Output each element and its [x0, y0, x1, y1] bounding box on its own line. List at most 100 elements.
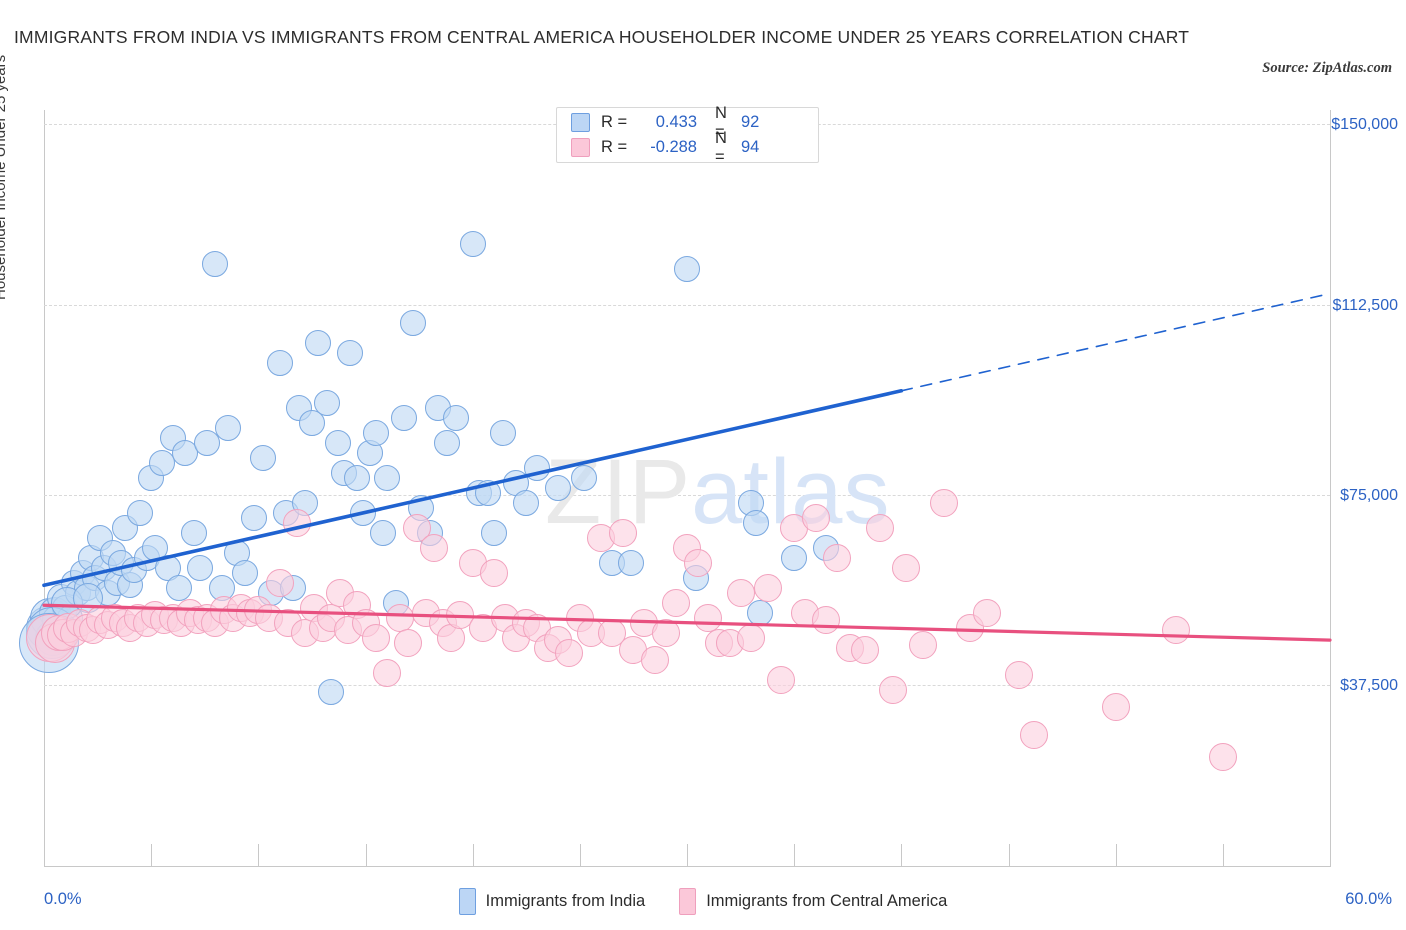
page-title: IMMIGRANTS FROM INDIA VS IMMIGRANTS FROM…	[14, 27, 1190, 47]
stats-swatch-india	[571, 113, 590, 132]
data-point	[394, 628, 423, 657]
data-point	[433, 430, 460, 457]
x-axis-min-label: 0.0%	[44, 890, 82, 908]
data-point	[651, 618, 680, 647]
stats-n-value-central-america: 94	[741, 138, 760, 156]
x-tick-15	[366, 844, 367, 866]
y-tick-label-3: $37,500	[1340, 677, 1398, 694]
chart-legend: Immigrants from India Immigrants from Ce…	[0, 884, 1406, 918]
data-point	[373, 465, 400, 492]
gridline-75000	[44, 495, 1330, 496]
x-axis-max-label: 60.0%	[1345, 890, 1392, 908]
data-point	[187, 554, 214, 581]
data-point	[489, 420, 516, 447]
x-tick-30	[687, 844, 688, 866]
plot-area: ZIPatlas	[19, 110, 1330, 865]
data-point	[266, 350, 293, 377]
data-point	[674, 255, 700, 282]
legend-swatch-india	[458, 887, 476, 915]
data-point	[737, 623, 766, 652]
data-point	[181, 519, 208, 546]
data-point	[973, 598, 1002, 627]
data-point	[662, 588, 691, 617]
legend-item-central-america[interactable]: Immigrants from Central America	[679, 887, 948, 915]
stats-r-label-india: R =	[601, 113, 628, 131]
data-point	[801, 503, 830, 532]
stats-n-label-india: N =	[715, 103, 727, 141]
source-attribution: Source: ZipAtlas.com	[1262, 60, 1392, 76]
data-point	[350, 499, 377, 526]
data-point	[442, 405, 469, 432]
x-tick-40	[901, 844, 902, 866]
data-point	[265, 568, 294, 597]
x-tick-10	[258, 844, 259, 866]
data-point	[513, 489, 540, 516]
data-point	[480, 558, 509, 587]
data-point	[908, 631, 937, 660]
x-tick-25	[580, 844, 581, 866]
data-point	[726, 578, 755, 607]
data-point	[372, 658, 401, 687]
data-point	[362, 623, 391, 652]
data-point	[369, 519, 396, 546]
data-point	[878, 675, 907, 704]
data-point	[474, 480, 501, 506]
legend-item-india[interactable]: Immigrants from India	[458, 887, 646, 915]
data-point	[1020, 720, 1049, 749]
data-point	[305, 330, 332, 357]
plot-right-border	[1330, 110, 1331, 867]
data-point	[891, 553, 920, 582]
gridline-37500	[44, 685, 1330, 686]
data-point	[1208, 743, 1237, 772]
data-point	[767, 666, 796, 694]
x-tick-45	[1009, 844, 1010, 866]
stats-row-india: R = 0.433 N = 92	[571, 104, 818, 141]
x-tick-50	[1116, 844, 1117, 866]
stats-r-value-central-america: -0.288	[650, 138, 697, 156]
legend-label-india: Immigrants from India	[485, 891, 646, 910]
data-point	[318, 679, 345, 706]
data-point	[523, 455, 550, 482]
data-point	[683, 548, 712, 577]
y-tick-label-0: $150,000	[1331, 116, 1398, 133]
stats-n-label-central-america: N =	[715, 128, 727, 166]
stats-row-central-america: R = -0.288 N = 94	[571, 129, 818, 166]
data-point	[215, 415, 242, 442]
data-point	[481, 519, 508, 546]
y-axis-title: Householder Income Under 25 years	[0, 54, 9, 300]
data-point	[823, 543, 852, 572]
data-point	[1101, 693, 1130, 722]
stats-r-value-india: 0.433	[655, 113, 697, 131]
data-point	[148, 450, 175, 477]
data-point	[865, 513, 894, 542]
data-point	[746, 599, 773, 626]
data-point	[202, 250, 229, 277]
stats-r-label-central-america: R =	[601, 138, 628, 156]
data-point	[930, 488, 959, 517]
data-point	[555, 638, 584, 667]
data-point	[363, 420, 390, 447]
legend-label-central-america: Immigrants from Central America	[706, 891, 948, 910]
data-point	[232, 559, 259, 586]
data-point	[545, 475, 572, 502]
data-point	[241, 504, 268, 531]
data-point	[742, 509, 769, 536]
x-axis-line	[44, 866, 1331, 867]
data-point	[571, 465, 598, 492]
y-tick-label-2: $75,000	[1340, 487, 1398, 504]
stats-swatch-central-america	[571, 138, 590, 157]
data-point	[337, 340, 364, 367]
y-tick-label-1: $112,500	[1332, 297, 1398, 314]
data-point	[618, 549, 645, 576]
x-tick-35	[794, 844, 795, 866]
data-point	[324, 430, 351, 457]
data-point	[812, 606, 841, 635]
data-point	[1005, 661, 1034, 690]
data-point	[694, 603, 723, 632]
legend-swatch-central-america	[679, 887, 697, 915]
data-point	[385, 603, 414, 632]
x-tick-5	[151, 844, 152, 866]
data-point	[249, 445, 276, 472]
data-point	[850, 636, 879, 665]
data-point	[399, 310, 426, 337]
